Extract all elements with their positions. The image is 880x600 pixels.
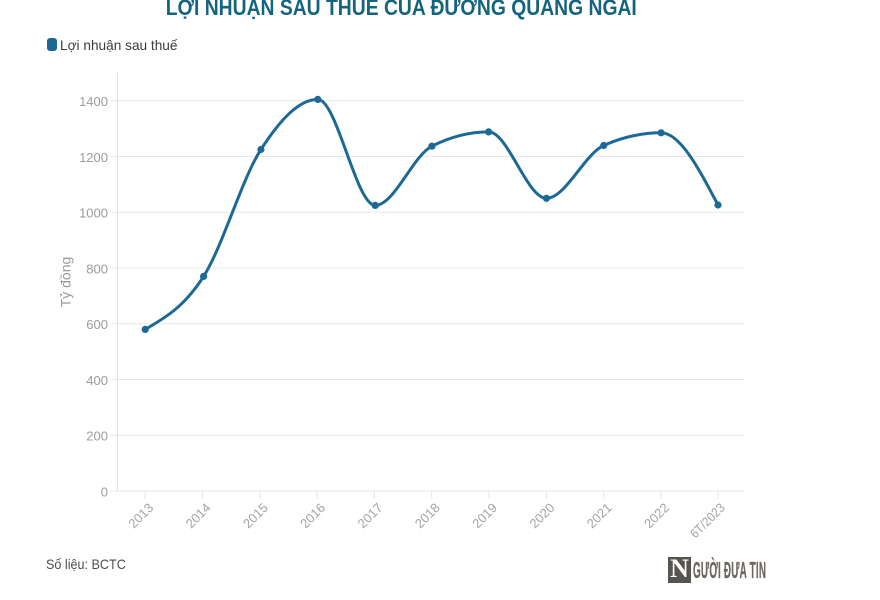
svg-text:2013: 2013 xyxy=(125,500,156,531)
svg-text:1400: 1400 xyxy=(79,94,108,109)
svg-text:2020: 2020 xyxy=(526,500,557,531)
svg-text:2018: 2018 xyxy=(412,500,443,531)
svg-text:2015: 2015 xyxy=(240,500,271,531)
svg-text:2019: 2019 xyxy=(469,500,500,531)
svg-text:0: 0 xyxy=(101,485,108,500)
svg-text:400: 400 xyxy=(86,373,108,388)
svg-text:2017: 2017 xyxy=(354,500,385,531)
svg-text:6T/2023: 6T/2023 xyxy=(687,500,728,541)
svg-text:800: 800 xyxy=(86,262,108,277)
svg-text:Tỷ đồng: Tỷ đồng xyxy=(58,257,74,308)
svg-text:1000: 1000 xyxy=(79,206,108,221)
svg-text:2014: 2014 xyxy=(183,500,214,531)
svg-text:200: 200 xyxy=(86,429,108,444)
svg-text:2022: 2022 xyxy=(641,500,672,531)
svg-text:1200: 1200 xyxy=(79,150,108,165)
svg-text:2016: 2016 xyxy=(297,500,328,531)
svg-text:2021: 2021 xyxy=(584,500,615,531)
svg-text:600: 600 xyxy=(86,317,108,332)
